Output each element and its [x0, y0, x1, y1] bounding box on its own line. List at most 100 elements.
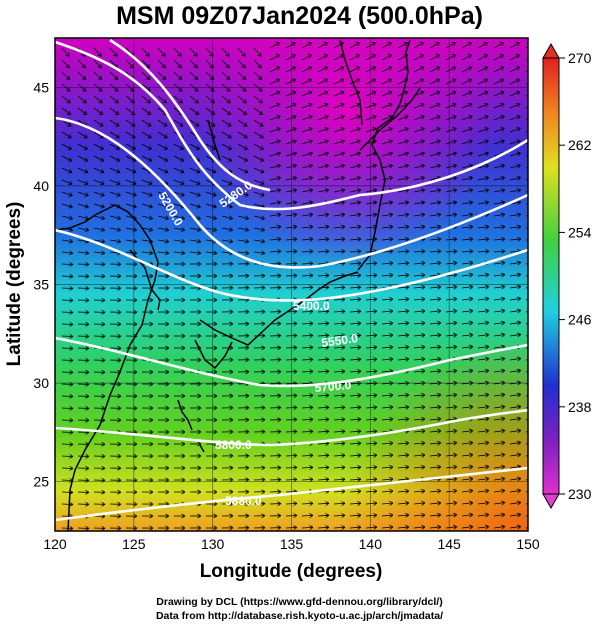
wind-arrow	[77, 83, 87, 92]
wind-arrow	[189, 273, 202, 279]
wind-arrow	[429, 188, 442, 193]
wind-arrow	[157, 513, 170, 519]
wind-arrow	[301, 139, 313, 145]
colorbar-tick-label: 254	[568, 224, 592, 240]
wind-arrow	[365, 115, 377, 121]
wind-arrow	[461, 500, 474, 506]
wind-arrow	[205, 309, 218, 315]
colorbar-tick-label: 238	[568, 399, 592, 415]
wind-arrow	[445, 368, 458, 374]
wind-arrow	[269, 357, 282, 363]
wind-arrow	[317, 513, 330, 518]
contour-label-5800: 5800.0	[215, 438, 252, 452]
wind-arrow	[333, 513, 346, 518]
wind-arrow	[365, 524, 378, 530]
wind-arrow	[397, 151, 409, 157]
wind-arrow	[221, 393, 234, 399]
wind-arrow	[413, 356, 426, 362]
wind-arrow	[189, 417, 202, 423]
wind-arrow	[173, 513, 186, 519]
wind-arrow	[445, 452, 458, 458]
wind-arrow	[413, 320, 426, 326]
wind-arrow	[61, 250, 74, 256]
wind-arrow	[429, 127, 441, 133]
wind-arrow	[157, 273, 170, 279]
wind-arrow	[77, 285, 90, 291]
wind-arrow	[477, 308, 490, 314]
wind-arrow	[221, 321, 234, 327]
wind-arrow	[509, 236, 522, 242]
wind-arrow	[429, 200, 442, 206]
wind-arrow	[109, 83, 119, 92]
wind-arrow	[301, 54, 313, 61]
wind-arrow	[189, 513, 202, 519]
colorbar-tick-label: 262	[568, 137, 592, 153]
wind-arrow	[493, 102, 505, 109]
wind-arrow	[349, 224, 362, 230]
wind-arrow	[301, 42, 312, 49]
wind-arrow	[109, 405, 122, 411]
wind-arrow	[141, 333, 154, 339]
y-axis-label: Latitude (degrees)	[4, 202, 25, 367]
wind-arrow	[269, 200, 282, 206]
wind-arrow	[189, 71, 199, 81]
wind-arrow	[349, 309, 362, 314]
wind-arrow	[189, 95, 199, 104]
wind-arrow	[413, 344, 426, 350]
wind-arrow	[397, 115, 409, 121]
wind-arrow	[77, 59, 86, 69]
wind-arrow	[189, 321, 202, 327]
wind-arrow	[429, 66, 441, 73]
wind-arrow	[381, 236, 394, 242]
wind-arrow	[461, 212, 474, 218]
wind-arrow	[61, 285, 74, 291]
wind-arrow	[413, 163, 425, 169]
wind-arrow	[237, 489, 250, 495]
wind-arrow	[109, 453, 122, 459]
wind-arrow	[173, 167, 185, 174]
wind-arrow	[285, 90, 297, 97]
wind-arrow	[333, 175, 345, 181]
wind-arrow	[141, 321, 154, 327]
wind-arrow	[493, 127, 505, 133]
wind-arrow	[109, 489, 122, 495]
wind-arrow	[413, 464, 426, 470]
wind-arrow	[61, 215, 73, 221]
wind-arrow	[93, 191, 105, 197]
wind-arrow	[61, 501, 74, 507]
wind-arrow	[429, 236, 442, 242]
wind-arrow	[493, 416, 506, 422]
wind-arrow	[493, 368, 506, 374]
wind-arrow	[413, 188, 426, 193]
wind-arrow	[429, 284, 442, 290]
wind-arrow	[493, 212, 506, 218]
wind-arrow	[509, 188, 522, 193]
wind-arrow	[189, 250, 202, 256]
wind-arrow	[109, 309, 122, 315]
wind-arrow	[141, 155, 153, 162]
wind-arrow	[509, 102, 521, 109]
wind-arrow	[285, 78, 297, 85]
wind-arrow	[365, 127, 377, 133]
wind-arrow	[109, 227, 122, 232]
wind-arrow	[301, 405, 314, 410]
wind-arrow	[333, 102, 345, 109]
footer-credits: Drawing by DCL (https://www.gfd-dennou.o…	[0, 595, 599, 623]
wind-arrow	[173, 215, 185, 221]
wind-arrow	[477, 151, 489, 157]
wind-arrow	[221, 501, 234, 507]
wind-arrow	[333, 321, 346, 326]
wind-arrow	[493, 224, 506, 230]
wind-arrow	[317, 151, 329, 157]
wind-arrow	[269, 489, 282, 495]
wind-arrow	[365, 90, 377, 97]
wind-arrow	[61, 465, 74, 471]
wind-arrow	[413, 249, 426, 254]
wind-arrow	[333, 465, 346, 470]
wind-arrow	[269, 453, 282, 459]
wind-arrow	[141, 203, 153, 209]
wind-arrow	[477, 78, 489, 85]
wind-arrow	[157, 333, 170, 339]
wind-arrow	[173, 441, 186, 447]
